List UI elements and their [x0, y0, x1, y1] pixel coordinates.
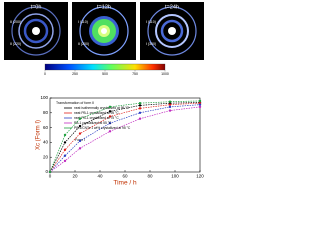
y-tick-label: 80 — [43, 110, 49, 115]
series-line — [49, 100, 201, 173]
data-point — [108, 130, 112, 133]
colorbar-tick-label: 1000 — [161, 72, 169, 76]
annotation: I (110) — [78, 20, 88, 24]
legend-label: PB-1 crystallized at 55 °C — [74, 121, 112, 125]
y-tick-label: 60 — [43, 125, 49, 130]
data-point — [78, 139, 82, 143]
data-point — [108, 121, 112, 125]
y-tick-label: 20 — [43, 154, 49, 159]
data-point — [63, 159, 67, 163]
data-point — [48, 170, 52, 174]
data-point — [168, 105, 172, 109]
data-point — [198, 103, 202, 106]
panel — [140, 2, 204, 60]
data-point — [168, 100, 172, 103]
x-axis-label: Time / h — [113, 180, 137, 187]
data-point — [168, 103, 172, 106]
panel — [4, 2, 68, 60]
data-point — [108, 110, 112, 113]
figure: t=0h II (200) II (220) t=12h I (110) II (200)… — [4, 2, 204, 187]
legend-label: neat isothermally crystallized at 95 °C — [74, 106, 130, 110]
data-point — [168, 109, 172, 112]
x-tick-label: 60 — [122, 174, 128, 179]
y-tick-label: 100 — [40, 95, 48, 100]
colorbar-tick-label: 250 — [72, 72, 78, 76]
data-point — [138, 111, 142, 115]
legend-label: neat PB-1 crystallized at 95 °C — [74, 111, 119, 115]
colorbar-tick-label: 750 — [132, 72, 138, 76]
y-tick-label: 40 — [43, 140, 49, 145]
data-point — [108, 115, 112, 118]
x-tick-label: 40 — [97, 174, 103, 179]
data-point — [108, 105, 112, 109]
annotation: II (200) — [78, 42, 89, 46]
x-tick-label: 80 — [147, 174, 153, 179]
data-point — [63, 154, 67, 157]
data-point — [78, 132, 82, 135]
data-point — [138, 104, 142, 107]
data-point — [138, 107, 142, 110]
data-point — [198, 99, 202, 103]
data-point — [63, 148, 67, 151]
data-point — [138, 117, 142, 120]
panel-label: t=24h — [165, 4, 179, 10]
legend-label: neat PB-1 crystallized at 75 °C — [74, 116, 119, 120]
colorbar — [44, 63, 166, 71]
x-tick-label: 0 — [49, 174, 52, 179]
colorbar-tick-label: 0 — [44, 72, 46, 76]
annotation: II (220) — [10, 42, 21, 46]
series-line — [49, 102, 201, 173]
data-point — [78, 147, 82, 150]
data-point — [78, 117, 82, 120]
data-point — [138, 101, 142, 105]
annotation: I (110) — [146, 20, 156, 24]
annotation: II (200) — [10, 20, 21, 24]
y-axis-label: Xc (Form I) — [36, 120, 42, 150]
y-tick-label: 0 — [45, 169, 48, 174]
data-point — [198, 105, 202, 109]
legend-label: PB-1/CNTs 1 wt% crystallized at 95 °C — [74, 126, 131, 130]
x-tick-label: 20 — [72, 174, 78, 179]
series-line — [49, 104, 201, 173]
panel — [72, 2, 136, 60]
data-point — [78, 124, 82, 128]
annotation: Transformation of form II — [56, 101, 94, 105]
x-tick-label: 120 — [196, 174, 204, 179]
panel-label: t=0h — [31, 4, 42, 10]
panel-label: t=12h — [97, 4, 111, 10]
series-line — [49, 102, 201, 173]
data-point — [63, 133, 67, 137]
colorbar-tick-label: 500 — [102, 72, 108, 76]
series-line — [49, 106, 201, 173]
annotation: I (300) — [146, 42, 156, 46]
x-tick-label: 100 — [171, 174, 179, 179]
data-point — [63, 141, 67, 144]
